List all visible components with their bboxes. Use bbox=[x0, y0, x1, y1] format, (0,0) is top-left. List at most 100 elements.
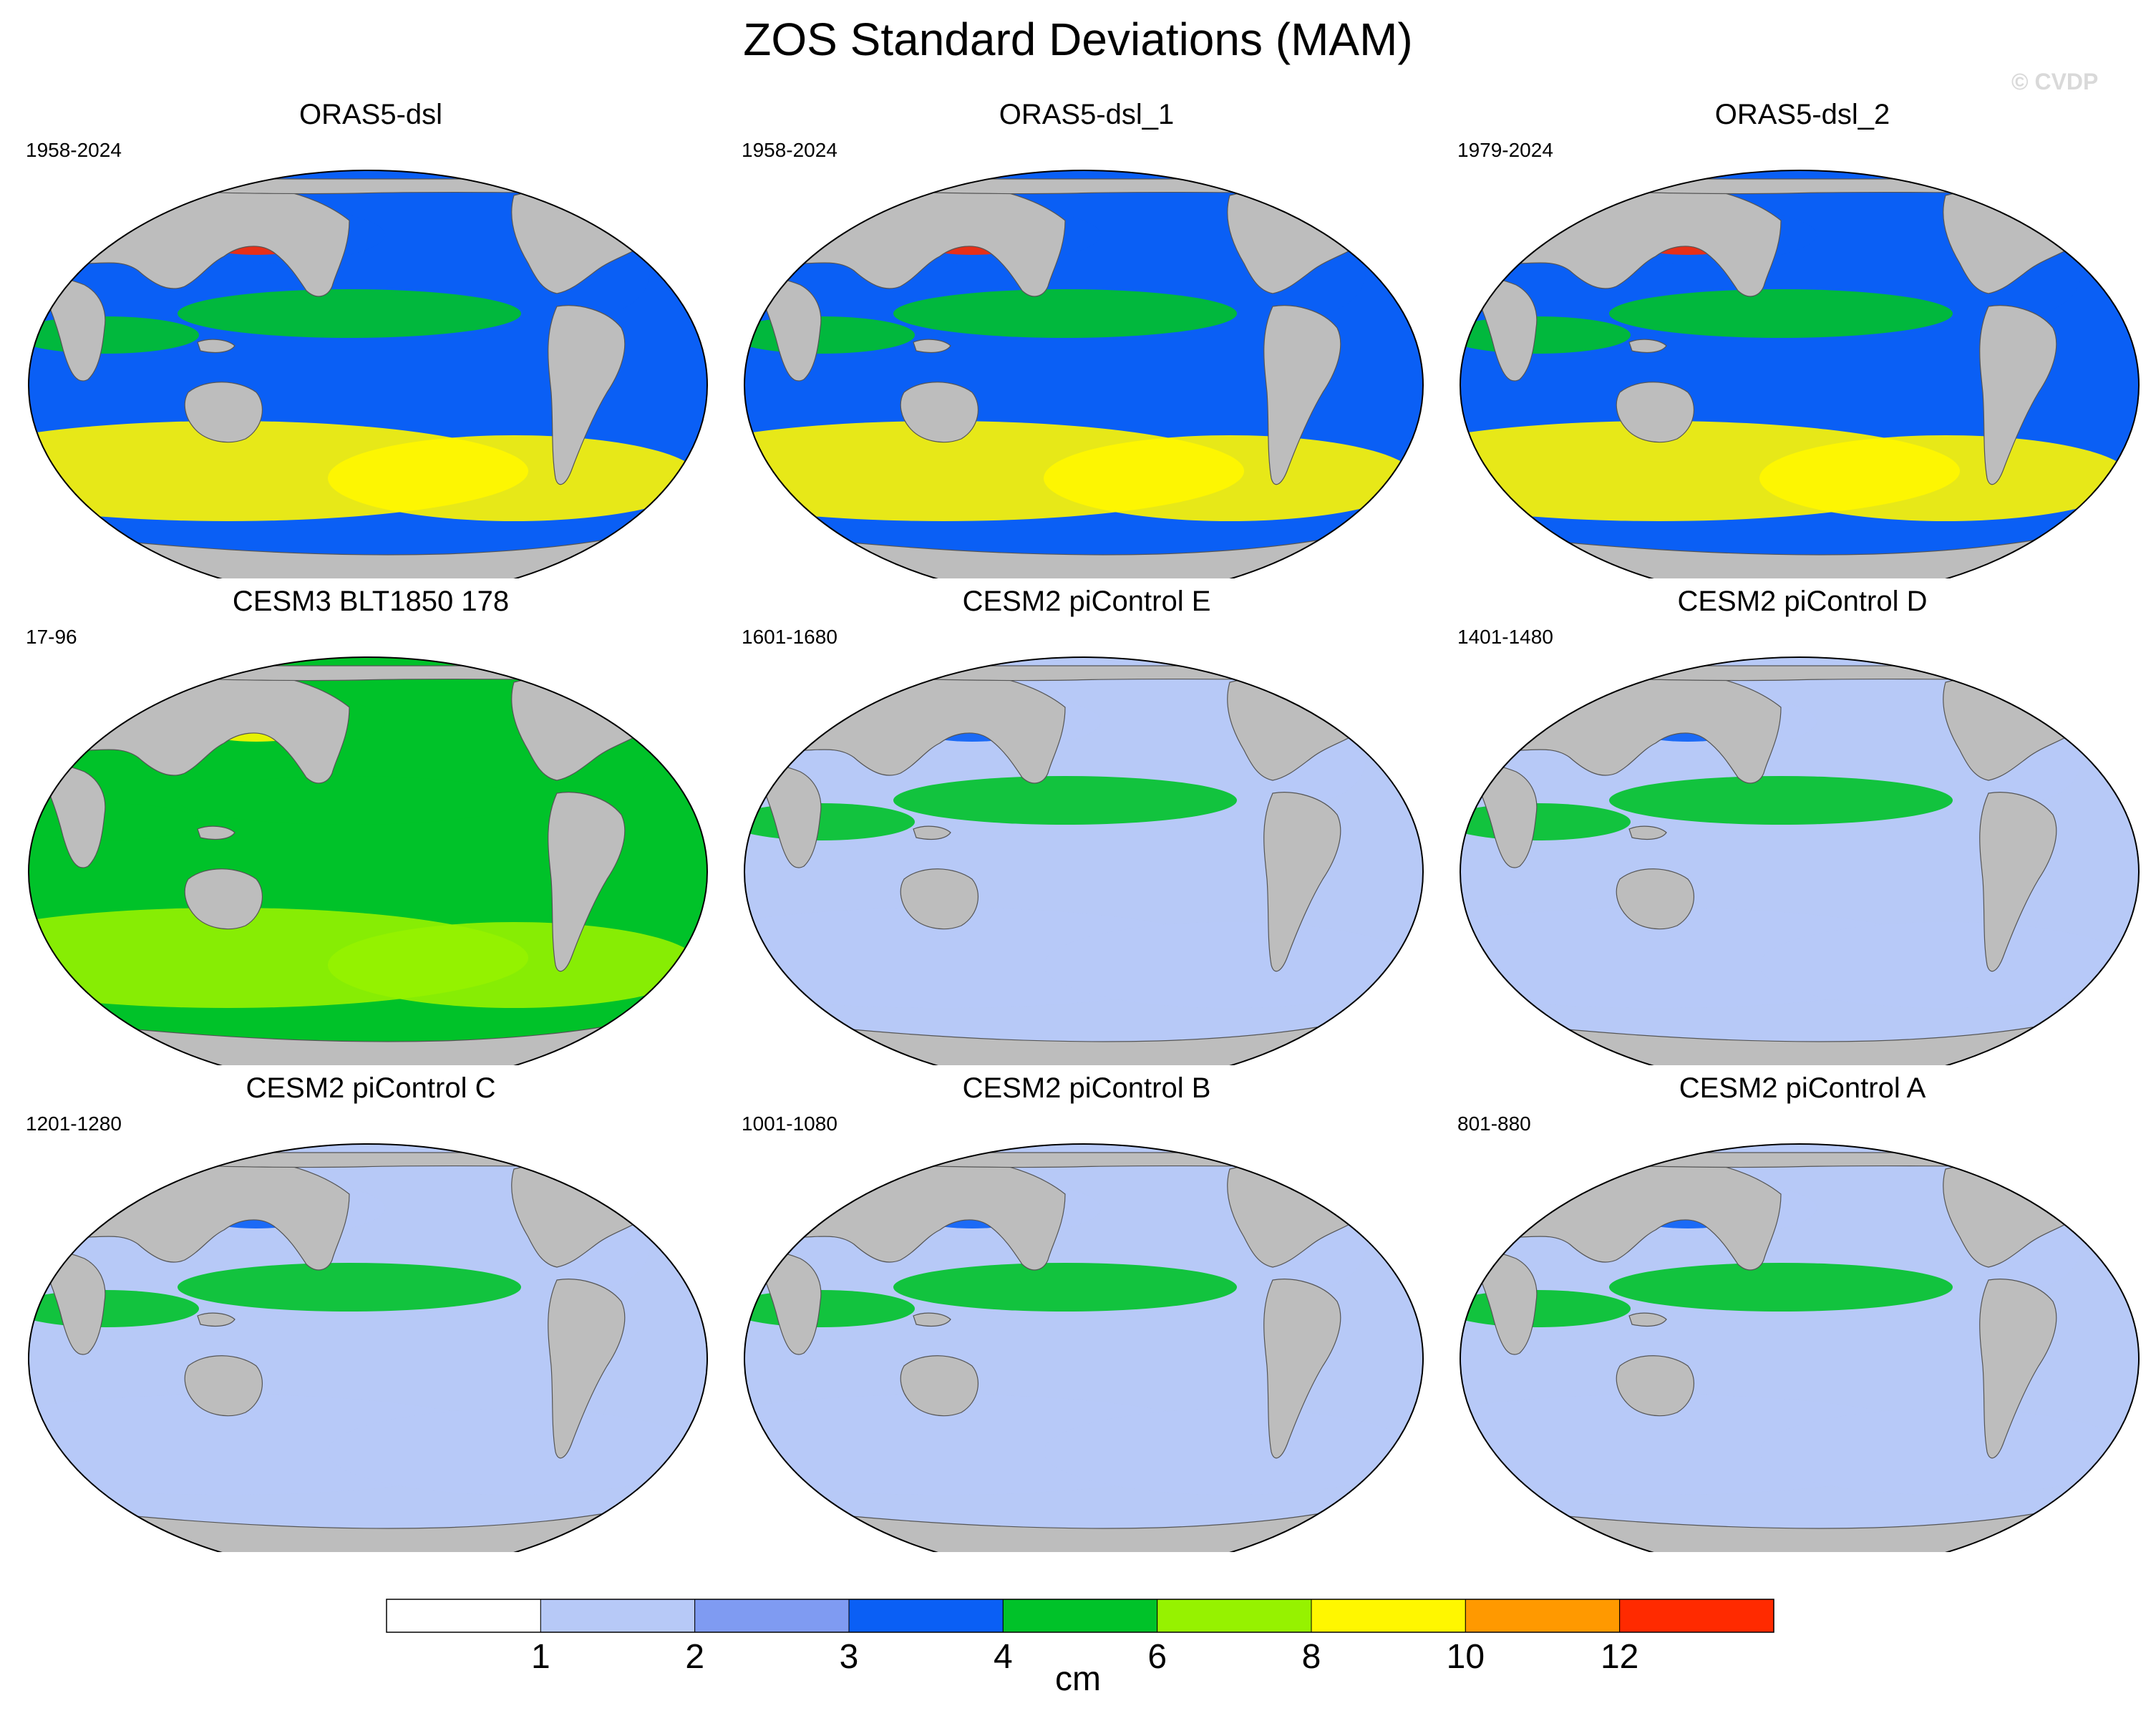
map-panel: CESM2 piControl B 1001-1080 bbox=[729, 1072, 1444, 1552]
panel-title: ORAS5-dsl_1 bbox=[999, 99, 1175, 130]
land-greenland bbox=[2072, 1157, 2122, 1194]
sd-zone-tropics bbox=[1460, 316, 1631, 354]
land-australia bbox=[1616, 1355, 1694, 1417]
panel-period: 1201-1280 bbox=[26, 1112, 122, 1135]
globe-outline bbox=[28, 656, 708, 1065]
globe-outline bbox=[1460, 170, 2140, 578]
land-greenland bbox=[2072, 183, 2122, 220]
land-australia bbox=[184, 868, 263, 930]
globe-outline bbox=[744, 170, 1424, 578]
land-arctic-north bbox=[1544, 178, 2068, 195]
land-south-america bbox=[548, 305, 626, 485]
sd-zone-tropics bbox=[893, 776, 1237, 825]
map-svg bbox=[28, 1143, 708, 1552]
panel-period: 1401-1480 bbox=[1457, 626, 1553, 648]
sd-zone-tropics bbox=[29, 316, 199, 354]
panel-title: ORAS5-dsl bbox=[298, 99, 443, 130]
land-australia bbox=[900, 1355, 979, 1417]
colorbar-outline bbox=[386, 1599, 1774, 1633]
map-svg bbox=[744, 1143, 1424, 1552]
colorbar-swatch bbox=[386, 1599, 541, 1633]
sd-zone-tropics bbox=[1609, 776, 1953, 825]
panel-title: CESM2 piControl D bbox=[1677, 586, 1928, 617]
panel-period: 1958-2024 bbox=[26, 139, 122, 161]
map-svg bbox=[744, 656, 1424, 1065]
panel-period: 1979-2024 bbox=[1457, 139, 1553, 161]
land-australia bbox=[184, 1355, 263, 1417]
land-indonesia bbox=[1628, 1312, 1667, 1327]
colorbar-swatch bbox=[1002, 1599, 1158, 1633]
cvdp-watermark: © CVDP bbox=[2011, 69, 2099, 94]
land-arctic-north bbox=[828, 1152, 1352, 1168]
map-field bbox=[29, 657, 707, 1065]
map-panel: CESM3 BLT1850 178 17-96 bbox=[13, 586, 729, 1065]
land-australia bbox=[1616, 382, 1694, 443]
globe-outline bbox=[1460, 656, 2140, 1065]
map-svg bbox=[1460, 656, 2140, 1065]
land-indonesia bbox=[197, 1312, 235, 1327]
globe-outline bbox=[28, 170, 708, 578]
sd-zone-tropics bbox=[744, 316, 915, 354]
sd-zone-south bbox=[1044, 1409, 1416, 1495]
globe-outline bbox=[28, 1143, 708, 1552]
sd-zone-south bbox=[1044, 435, 1416, 521]
map-field bbox=[1460, 170, 2139, 578]
land-south-america bbox=[1263, 792, 1341, 972]
land-south-america bbox=[1979, 305, 2057, 485]
map-panel: ORAS5-dsl_2 1979-2024 bbox=[1444, 99, 2156, 578]
map-svg bbox=[744, 170, 1424, 578]
sd-zone-south bbox=[1759, 1409, 2132, 1495]
panel-title: CESM2 piControl C bbox=[246, 1072, 496, 1104]
panel-title: CESM2 piControl A bbox=[1679, 1072, 1926, 1104]
land-arctic-north bbox=[828, 665, 1352, 682]
panel-title: ORAS5-dsl_2 bbox=[1714, 99, 1890, 130]
land-south-america bbox=[548, 1279, 626, 1459]
globe-outline bbox=[744, 656, 1424, 1065]
map-panel: CESM2 piControl D 1401-1480 bbox=[1444, 586, 2156, 1065]
land-greenland bbox=[641, 183, 690, 220]
colorbar-swatch bbox=[1619, 1599, 1774, 1633]
panel-period: 801-880 bbox=[1457, 1112, 1531, 1135]
map-panel: CESM2 piControl C 1201-1280 bbox=[13, 1072, 729, 1552]
globe-outline bbox=[1460, 1143, 2140, 1552]
colorbar-swatch bbox=[694, 1599, 850, 1633]
land-arctic-north bbox=[828, 178, 1352, 195]
sd-zone-tropics bbox=[744, 1290, 915, 1327]
land-indonesia bbox=[197, 339, 235, 354]
map-field bbox=[744, 657, 1423, 1065]
sd-zone-south bbox=[1759, 435, 2132, 521]
land-south-america bbox=[1263, 305, 1341, 485]
map-panel: ORAS5-dsl 1958-2024 bbox=[13, 99, 729, 578]
land-arctic-north bbox=[1544, 1152, 2068, 1168]
sd-zone-tropics bbox=[893, 289, 1237, 338]
sd-zone-tropics bbox=[1609, 289, 1953, 338]
land-greenland bbox=[2072, 670, 2122, 707]
land-indonesia bbox=[197, 825, 235, 840]
land-indonesia bbox=[913, 825, 951, 840]
colorbar-unit-label: cm bbox=[1055, 1660, 1101, 1698]
map-svg bbox=[28, 170, 708, 578]
sd-zone-tropics bbox=[744, 803, 915, 840]
land-arctic-north bbox=[112, 665, 636, 682]
map-field bbox=[1460, 1144, 2139, 1552]
map-field bbox=[744, 170, 1423, 578]
land-south-america bbox=[1979, 1279, 2057, 1459]
land-greenland bbox=[1356, 1157, 1406, 1194]
map-field bbox=[29, 1144, 707, 1552]
sd-zone-tropics bbox=[893, 1263, 1237, 1312]
sd-zone-south bbox=[328, 1409, 700, 1495]
land-indonesia bbox=[1628, 339, 1667, 354]
panel-period: 1958-2024 bbox=[742, 139, 837, 161]
land-south-america bbox=[1979, 792, 2057, 972]
land-greenland bbox=[641, 670, 690, 707]
land-indonesia bbox=[1628, 825, 1667, 840]
map-svg bbox=[1460, 1143, 2140, 1552]
map-panel: ORAS5-dsl_1 1958-2024 bbox=[729, 99, 1444, 578]
map-panel: CESM2 piControl E 1601-1680 bbox=[729, 586, 1444, 1065]
panel-title: CESM3 BLT1850 178 bbox=[232, 586, 510, 617]
sd-zone-tropics bbox=[29, 1290, 199, 1327]
sd-zone-tropics bbox=[1609, 1263, 1953, 1312]
sd-zone-tropics bbox=[1460, 803, 1631, 840]
globe-outline bbox=[744, 1143, 1424, 1552]
land-arctic-north bbox=[112, 1152, 636, 1168]
